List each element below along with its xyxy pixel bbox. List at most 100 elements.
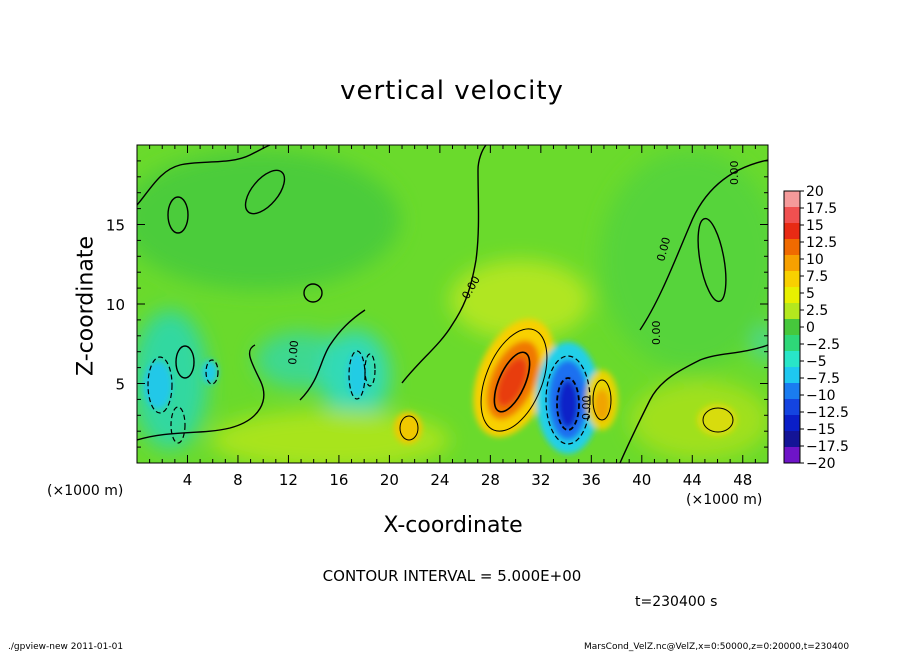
chart-title: vertical velocity (340, 76, 564, 106)
field-cyan-left (137, 310, 208, 450)
colorbar-label: −10 (806, 388, 836, 404)
colorbar-swatch (784, 303, 800, 320)
x-tick-label: 36 (582, 471, 601, 489)
contour-label: 0.00 (650, 321, 663, 346)
contour-label: 0.00 (728, 161, 741, 186)
x-tick-label: 32 (531, 471, 550, 489)
contour-pos-5-updraft (480, 328, 548, 432)
colorbar-swatch (784, 255, 800, 272)
colorbar-swatch (784, 335, 800, 352)
colorbar-swatch (784, 223, 800, 240)
contour-pos-5-east (592, 379, 612, 421)
colorbar-label: −15 (806, 422, 836, 438)
footer-program-label: ./gpview-new 2011-01-01 (8, 642, 124, 652)
x-axis-label: X-coordinate (383, 513, 523, 538)
contour-zero-mid (299, 309, 366, 401)
contour-zero-lower (137, 344, 265, 441)
x-tick-label: 12 (279, 471, 298, 489)
x-tick-label: 40 (632, 471, 651, 489)
field-smooth-layer (137, 150, 768, 463)
field-yellow-bottom (210, 410, 450, 463)
contour-closed-right (697, 217, 727, 303)
colorbar-label: 2.5 (806, 303, 828, 319)
colorbar-label: 15 (806, 218, 824, 234)
colorbar-label: 17.5 (806, 201, 837, 217)
x-tick-label: 4 (183, 471, 193, 489)
plot-area: 0.000.000.000.000.000.00 (137, 145, 768, 463)
contour-neg-5-left2 (170, 406, 186, 444)
contour-zero-left (137, 145, 271, 206)
contour-pos-5-bottom-right (702, 407, 734, 433)
contour-zero-upper-right (639, 159, 768, 331)
field-yellow-mid (450, 260, 590, 340)
timestamp-label: t=230400 s (635, 594, 718, 610)
colorbar-label: 7.5 (806, 269, 828, 285)
colorbar-label: −20 (806, 456, 836, 472)
contour-neg-10-downdraft (556, 377, 580, 431)
contour-closed-left (167, 196, 189, 234)
updraft-core (496, 357, 528, 407)
x-tick-label: 44 (683, 471, 702, 489)
field-cyan-right-edge (755, 327, 768, 363)
colorbar-swatch (784, 447, 800, 464)
contour-closed-upper (244, 169, 286, 215)
colorbar-swatch (784, 351, 800, 368)
y-tick-label: 5 (115, 376, 125, 394)
colorbar-label: 12.5 (806, 235, 837, 251)
x-tick-label: 8 (233, 471, 243, 489)
negative-contours (147, 350, 591, 445)
colorbar-swatch (784, 287, 800, 304)
colorbar-swatch (784, 431, 800, 448)
contour-closed-small (303, 283, 323, 303)
x-tick-label: 24 (430, 471, 449, 489)
contour-label: 0.00 (286, 340, 301, 366)
x-tick-label: 28 (481, 471, 500, 489)
contour-pos-5-bottom (399, 415, 419, 441)
colorbar-swatch (784, 271, 800, 288)
contour-zero-updraft (401, 145, 487, 384)
contour-closed-mid (175, 345, 195, 379)
field-green-right (600, 150, 768, 370)
colorbar-swatch (784, 399, 800, 416)
contour-pos-10-updraft (493, 351, 531, 413)
downdraft-weak-left2 (202, 360, 218, 384)
colorbar-swatch (784, 319, 800, 336)
colorbar-swatch (784, 383, 800, 400)
y-axis-label: Z-coordinate (73, 236, 99, 376)
field-green-upper-left (137, 150, 400, 290)
colorbar-swatch (784, 207, 800, 224)
updraft-weak-bottom (394, 412, 422, 444)
colorbar-swatch (784, 191, 800, 208)
contour-interval-label: CONTOUR INTERVAL = 5.000E+00 (322, 567, 582, 585)
x-tick-label: 20 (380, 471, 399, 489)
contour-neg-5-left3 (205, 359, 219, 385)
y-tick-label: 15 (106, 217, 125, 235)
downdraft-core (558, 380, 578, 428)
contour-neg-5-center (348, 350, 366, 400)
contour-neg-5-left (147, 356, 173, 414)
colorbar-label: 10 (806, 252, 824, 268)
field-cores-layer (144, 318, 737, 454)
colorbar: 2017.51512.5107.552.50−2.5−5−7.5−10−12.5… (783, 184, 849, 472)
colorbar-label: −2.5 (806, 337, 840, 353)
contour-zero-right (619, 344, 768, 463)
y-tick-label: 10 (106, 296, 125, 314)
colorbar-label: −17.5 (806, 439, 849, 455)
x-tick-label: 16 (329, 471, 348, 489)
colorbar-label: 5 (806, 286, 815, 302)
colorbar-label: 20 (806, 184, 824, 200)
colorbar-label: −7.5 (806, 371, 840, 387)
colorbar-swatch (784, 415, 800, 432)
contour-label: 0.00 (580, 396, 593, 421)
updraft-weak-east-core (594, 389, 610, 421)
positive-contours (399, 328, 734, 441)
y-axis: 5 10 15 (106, 160, 768, 448)
colorbar-label: −12.5 (806, 405, 849, 421)
colorbar-swatch (784, 239, 800, 256)
footer-file-label: MarsCond_VelZ.nc@VelZ,x=0:50000,z=0:2000… (584, 642, 850, 652)
x-unit-label-left: (×1000 m) (47, 483, 124, 499)
contour-label: 0.00 (654, 236, 673, 263)
contour-neg-5-downdraft (545, 355, 591, 445)
x-tick-label: 48 (733, 471, 752, 489)
